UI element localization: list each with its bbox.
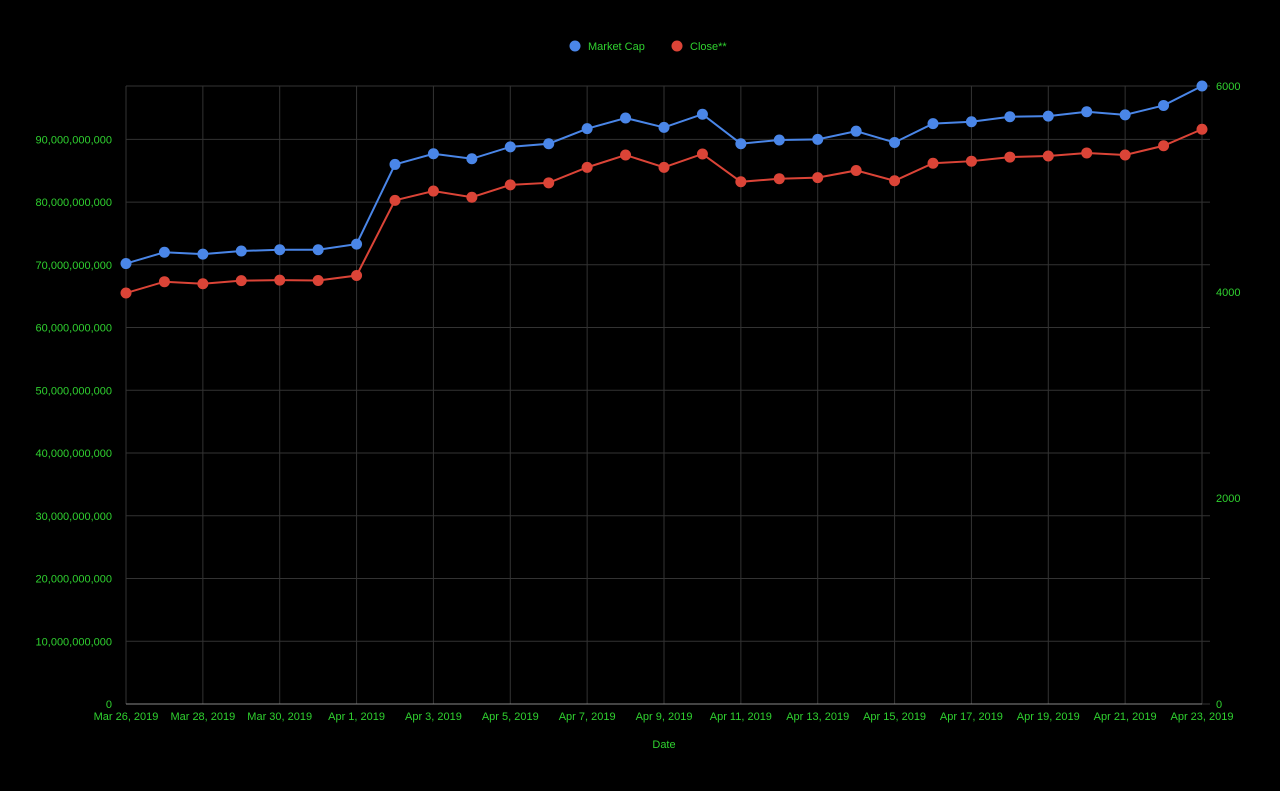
data-point bbox=[1081, 147, 1093, 159]
data-point bbox=[927, 118, 939, 130]
data-point bbox=[351, 270, 363, 282]
data-point bbox=[889, 136, 901, 148]
data-point bbox=[351, 238, 363, 250]
legend-marker bbox=[569, 40, 581, 52]
data-point bbox=[274, 274, 286, 286]
data-point bbox=[120, 258, 132, 270]
data-point bbox=[696, 148, 708, 160]
x-axis-title: Date bbox=[652, 739, 675, 751]
x-tick-label: Apr 23, 2019 bbox=[1171, 711, 1234, 723]
data-point bbox=[812, 133, 824, 145]
x-tick-label: Apr 3, 2019 bbox=[405, 711, 462, 723]
x-tick-label: Mar 26, 2019 bbox=[94, 711, 159, 723]
data-point bbox=[1004, 151, 1016, 163]
chart-legend: Market Cap Close** bbox=[569, 40, 727, 53]
data-point bbox=[1196, 123, 1208, 135]
data-point bbox=[158, 246, 170, 258]
x-tick-label: Mar 28, 2019 bbox=[170, 711, 235, 723]
y-tick-label: 90,000,000,000 bbox=[36, 134, 112, 146]
data-point bbox=[1196, 80, 1208, 92]
data-point bbox=[235, 275, 247, 287]
y-tick-label: 0 bbox=[106, 699, 112, 711]
data-point bbox=[274, 244, 286, 256]
data-point bbox=[965, 116, 977, 128]
x-tick-label: Apr 17, 2019 bbox=[940, 711, 1003, 723]
data-point bbox=[427, 185, 439, 197]
data-point bbox=[312, 274, 324, 286]
data-point bbox=[620, 149, 632, 161]
y-tick-label: 10,000,000,000 bbox=[36, 636, 112, 648]
y-tick-label: 80,000,000,000 bbox=[36, 197, 112, 209]
data-point bbox=[620, 112, 632, 124]
x-tick-label: Mar 30, 2019 bbox=[247, 711, 312, 723]
axes-layer: 0 10,000,000,000 20,000,000,000 30,000,000,… bbox=[36, 81, 1241, 723]
data-point bbox=[389, 158, 401, 170]
data-point bbox=[197, 278, 209, 290]
data-point bbox=[543, 138, 555, 150]
y-tick-label: 30,000,000,000 bbox=[36, 511, 112, 523]
data-point bbox=[1004, 111, 1016, 123]
data-point bbox=[197, 248, 209, 260]
data-point bbox=[427, 148, 439, 160]
y2-tick-label: 2000 bbox=[1216, 493, 1240, 505]
y-tick-label: 50,000,000,000 bbox=[36, 385, 112, 397]
x-tick-label: Apr 21, 2019 bbox=[1094, 711, 1157, 723]
grid-layer bbox=[125, 85, 1210, 705]
data-point bbox=[581, 123, 593, 135]
data-point bbox=[850, 125, 862, 137]
data-point bbox=[543, 177, 555, 189]
data-point bbox=[504, 141, 516, 153]
data-point bbox=[696, 108, 708, 120]
data-point bbox=[158, 276, 170, 288]
data-point bbox=[312, 244, 324, 256]
data-point bbox=[1158, 140, 1170, 152]
x-tick-label: Apr 9, 2019 bbox=[636, 711, 693, 723]
y2-tick-label: 4000 bbox=[1216, 287, 1240, 299]
x-tick-label: Apr 5, 2019 bbox=[482, 711, 539, 723]
data-point bbox=[773, 134, 785, 146]
data-point bbox=[1158, 99, 1170, 111]
y2-tick-label: 0 bbox=[1216, 699, 1222, 711]
data-point bbox=[773, 173, 785, 185]
data-point bbox=[812, 172, 824, 184]
x-tick-label: Apr 19, 2019 bbox=[1017, 711, 1080, 723]
data-point bbox=[1081, 106, 1093, 118]
y-tick-label: 20,000,000,000 bbox=[36, 574, 112, 586]
data-point bbox=[1119, 109, 1131, 121]
data-point bbox=[965, 155, 977, 167]
x-tick-label: Apr 13, 2019 bbox=[786, 711, 849, 723]
data-point bbox=[735, 138, 747, 150]
data-point bbox=[1042, 150, 1054, 162]
legend-label: Market Cap bbox=[588, 41, 645, 53]
x-tick-label: Apr 15, 2019 bbox=[863, 711, 926, 723]
data-point bbox=[1119, 149, 1131, 161]
data-point bbox=[927, 157, 939, 169]
legend-marker bbox=[671, 40, 683, 52]
y-tick-label: 60,000,000,000 bbox=[36, 323, 112, 335]
y2-tick-label: 6000 bbox=[1216, 81, 1240, 93]
legend-label: Close** bbox=[690, 41, 727, 53]
data-point bbox=[850, 164, 862, 176]
x-tick-label: Apr 1, 2019 bbox=[328, 711, 385, 723]
data-point bbox=[889, 175, 901, 187]
data-point bbox=[466, 191, 478, 203]
data-point bbox=[658, 121, 670, 133]
series-layer bbox=[120, 80, 1208, 299]
data-point bbox=[389, 194, 401, 206]
data-point bbox=[735, 176, 747, 188]
data-point bbox=[1042, 110, 1054, 122]
data-point bbox=[235, 245, 247, 257]
data-point bbox=[581, 161, 593, 173]
data-point bbox=[120, 287, 132, 299]
data-point bbox=[466, 153, 478, 165]
data-point bbox=[504, 179, 516, 191]
y-tick-label: 40,000,000,000 bbox=[36, 448, 112, 460]
x-tick-label: Apr 7, 2019 bbox=[559, 711, 616, 723]
x-tick-label: Apr 11, 2019 bbox=[710, 711, 772, 723]
y-tick-label: 70,000,000,000 bbox=[36, 260, 112, 272]
data-point bbox=[658, 161, 670, 173]
